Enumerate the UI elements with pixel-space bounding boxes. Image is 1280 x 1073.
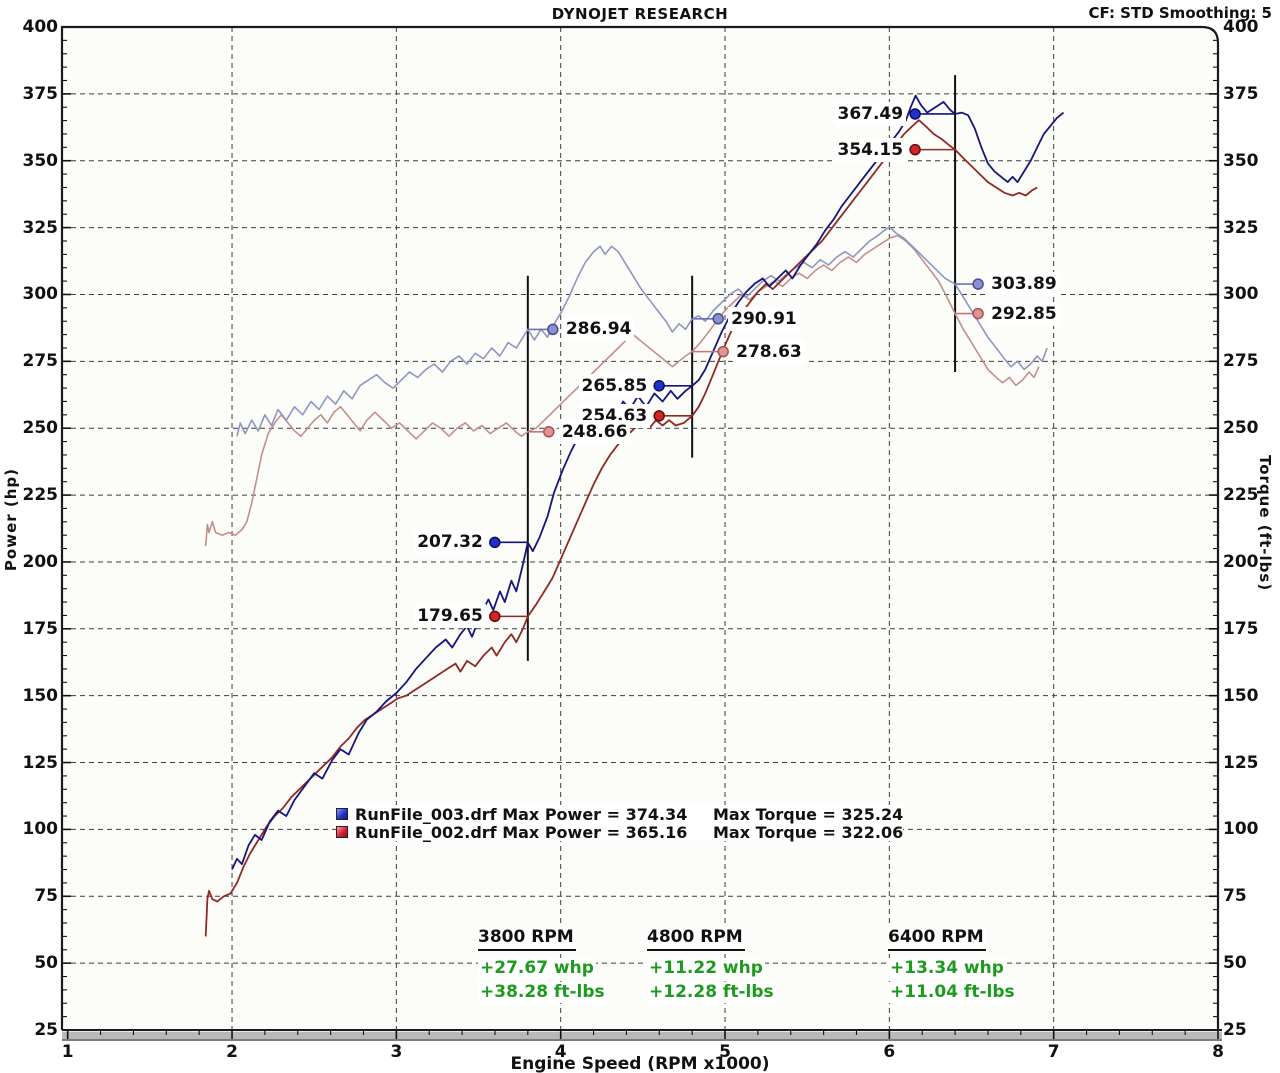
x-axis-bar (62, 1029, 1222, 1041)
legend-run003-max-power: RunFile_003.drf Max Power = 374.34 (355, 804, 688, 824)
power-tick-400: 400 (22, 17, 59, 37)
legend-swatch-blue-icon (336, 808, 348, 820)
power-tick-175: 175 (22, 618, 59, 639)
gain-3800-whp: +27.67 whp (478, 958, 596, 979)
power-tick-100: 100 (22, 819, 59, 840)
gain-block-6400: 6400 RPM +13.34 whp +11.04 ft-lbs (888, 926, 1038, 1003)
rpm-tick-3: 3 (390, 1042, 403, 1062)
torque-tick-200: 200 (1223, 551, 1259, 572)
torque-tick-275: 275 (1223, 351, 1259, 372)
gain-3800-header: 3800 RPM (478, 927, 576, 951)
torque-tick-225: 225 (1223, 485, 1259, 506)
legend-run002-max-torque: Max Torque = 322.06 (713, 822, 904, 842)
callouts (489, 108, 984, 623)
gain-6400-whp: +13.34 whp (888, 958, 1006, 979)
torque-tick-50: 50 (1223, 953, 1247, 974)
plot-background (62, 27, 1218, 1030)
callout-dot-286.94 (547, 323, 559, 336)
legend-swatch-red-icon (336, 826, 348, 838)
torque-tick-175: 175 (1223, 618, 1259, 639)
legend: RunFile_003.drf Max Power = 374.34 Max T… (336, 804, 904, 842)
torque-tick-125: 125 (1223, 752, 1259, 773)
callout-label-286.94: 286.94 (562, 317, 635, 342)
callout-label-303.89: 303.89 (988, 272, 1060, 297)
callout-dot-354.15 (909, 143, 921, 156)
rpm-tick-6: 6 (883, 1042, 896, 1062)
gain-block-4800: 4800 RPM +11.22 whp +12.28 ft-lbs (647, 926, 797, 1003)
power-tick-75: 75 (34, 886, 58, 907)
curve-torque_blue (236, 226, 1048, 437)
rpm-tick-5: 5 (719, 1042, 731, 1062)
callout-label-278.63: 278.63 (733, 339, 805, 364)
power-tick-200: 200 (22, 551, 59, 572)
callout-label-265.85: 265.85 (578, 373, 651, 398)
legend-run003-max-torque: Max Torque = 325.24 (713, 804, 904, 824)
torque-tick-350: 350 (1223, 150, 1259, 171)
callout-label-290.91: 290.91 (728, 306, 800, 331)
callout-label-354.15: 354.15 (834, 137, 907, 162)
x-axis-label: Engine Speed (RPM x1000) (510, 1054, 770, 1073)
power-tick-275: 275 (22, 351, 59, 372)
gridlines (62, 27, 1218, 1030)
power-tick-225: 225 (22, 485, 59, 506)
torque-tick-400: 400 (1223, 17, 1259, 37)
callout-dot-179.65 (489, 610, 501, 623)
torque-tick-300: 300 (1223, 284, 1259, 305)
torque-tick-100: 100 (1223, 819, 1259, 840)
callout-label-248.66: 248.66 (558, 419, 631, 444)
power-tick-25: 25 (34, 1020, 58, 1040)
torque-tick-375: 375 (1223, 83, 1259, 104)
torque-tick-325: 325 (1223, 217, 1259, 238)
callout-label-292.85: 292.85 (988, 301, 1060, 326)
power-tick-300: 300 (22, 284, 59, 305)
power-tick-250: 250 (22, 418, 59, 439)
power-tick-125: 125 (22, 752, 59, 773)
gain-4800-ftlbs: +12.28 ft-lbs (647, 982, 776, 1003)
cf-smoothing-label: CF: STD Smoothing: 5 (1088, 4, 1272, 22)
callout-dot-207.32 (489, 536, 501, 549)
callout-label-207.32: 207.32 (414, 530, 486, 555)
power-tick-350: 350 (22, 150, 59, 171)
page-title: DYNOJET RESEARCH (551, 5, 729, 23)
rpm-tick-8: 8 (1212, 1042, 1224, 1062)
callout-dot-265.85 (653, 380, 665, 392)
torque-tick-75: 75 (1223, 886, 1247, 907)
callout-dot-248.66 (543, 426, 555, 438)
callout-dot-292.85 (972, 307, 984, 320)
legend-run002-max-power: RunFile_002.drf Max Power = 365.16 (355, 822, 688, 842)
callout-dot-278.63 (717, 345, 729, 358)
rpm-tick-4: 4 (554, 1042, 567, 1062)
callout-dot-367.49 (909, 108, 921, 120)
callout-dot-303.89 (972, 278, 984, 290)
power-tick-325: 325 (22, 217, 59, 238)
power-tick-50: 50 (34, 953, 58, 974)
callout-dot-254.63 (653, 410, 665, 422)
callout-label-367.49: 367.49 (834, 101, 907, 126)
callout-dot-290.91 (712, 313, 724, 325)
power-tick-375: 375 (22, 83, 59, 104)
gain-4800-whp: +11.22 whp (647, 958, 765, 979)
gain-3800-ftlbs: +38.28 ft-lbs (478, 982, 607, 1003)
rpm-tick-2: 2 (226, 1042, 238, 1062)
gain-6400-header: 6400 RPM (888, 927, 986, 951)
gain-4800-header: 4800 RPM (647, 927, 745, 951)
torque-tick-25: 25 (1223, 1020, 1247, 1040)
plot-border (60, 25, 1220, 1030)
legend-row-run003: RunFile_003.drf Max Power = 374.34 Max T… (336, 804, 904, 824)
legend-row-run002: RunFile_002.drf Max Power = 365.16 Max T… (336, 822, 904, 842)
gain-block-3800: 3800 RPM +27.67 whp +38.28 ft-lbs (478, 926, 628, 1003)
rpm-tick-7: 7 (1047, 1042, 1060, 1062)
curve-power_blue (231, 94, 1065, 870)
rpm-tick-1: 1 (61, 1042, 74, 1062)
torque-tick-250: 250 (1223, 418, 1259, 439)
curve-torque_red (204, 234, 1040, 546)
torque-axis-label: Torque (ft-lbs) (1256, 455, 1274, 592)
power-tick-150: 150 (22, 685, 59, 706)
gain-6400-ftlbs: +11.04 ft-lbs (888, 982, 1017, 1003)
torque-tick-150: 150 (1223, 685, 1259, 706)
callout-label-179.65: 179.65 (414, 604, 486, 629)
